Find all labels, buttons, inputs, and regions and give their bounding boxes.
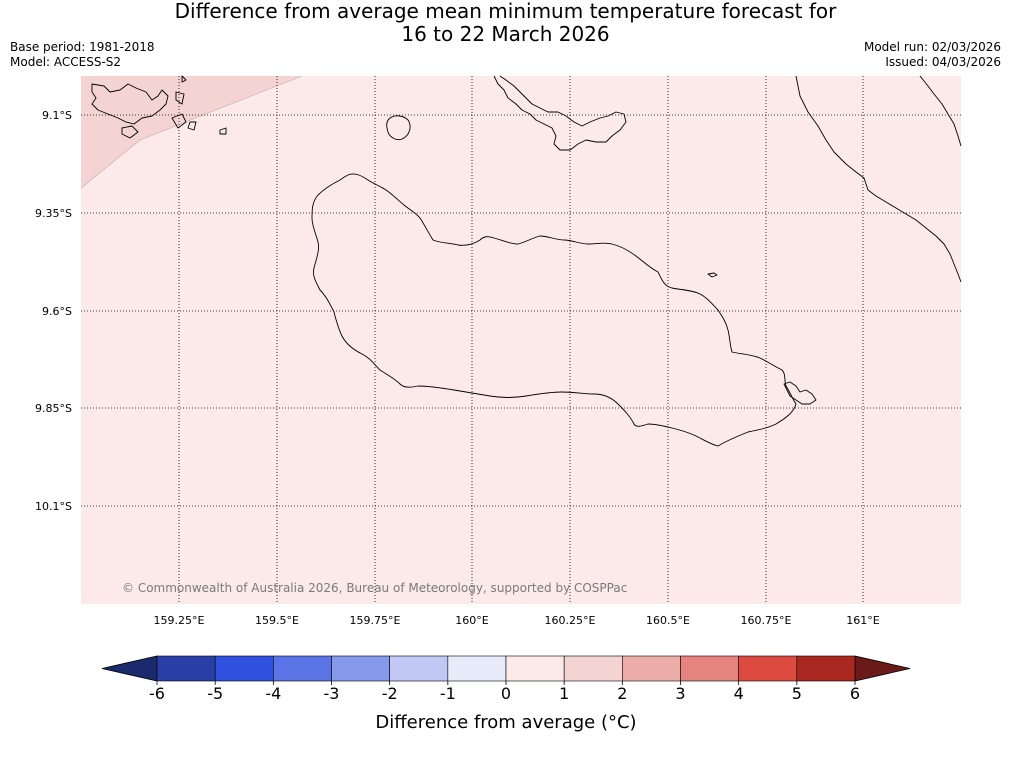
colorbar-label: 4 — [734, 684, 744, 703]
coastline-malaita — [795, 75, 962, 283]
colorbar-label: 1 — [559, 684, 569, 703]
title-line-1: Difference from average mean minimum tem… — [174, 0, 837, 23]
copyright-notice: © Commonwealth of Australia 2026, Bureau… — [122, 581, 627, 595]
colorbar-cell — [389, 655, 449, 682]
model-name: Model: ACCESS-S2 — [10, 55, 122, 69]
base-period: Base period: 1981-2018 — [10, 40, 155, 54]
lat-label: 9.6°S — [42, 305, 72, 318]
longitude-labels: 159.25°E 159.5°E 159.75°E 160°E 160.25°E… — [154, 614, 880, 627]
anomaly-region-top-left — [81, 76, 302, 188]
anomaly-region-edge — [139, 75, 303, 141]
colorbar-label: 5 — [792, 684, 802, 703]
colorbar-cell — [680, 655, 739, 682]
colorbar-label: -5 — [207, 684, 223, 703]
colorbar-cell — [505, 655, 565, 682]
coastline-malaita-north — [919, 75, 962, 147]
longitude-gridlines — [178, 76, 864, 604]
colorbar-label: -1 — [440, 684, 456, 703]
colorbar-label: 2 — [617, 684, 627, 703]
issued-date: Issued: 04/03/2026 — [885, 55, 1001, 69]
colorbar-cell — [563, 655, 623, 682]
coastlines — [91, 75, 962, 447]
map-panel — [81, 76, 961, 604]
colorbar: -6 -5 -4 -3 -2 -1 0 1 2 3 4 5 6 Difference from aver… — [101, 655, 911, 733]
colorbar-label: -2 — [382, 684, 398, 703]
colorbar-cell — [273, 655, 332, 682]
lon-label: 160.5°E — [646, 614, 690, 627]
colorbar-label: -3 — [324, 684, 340, 703]
colorbar-cell — [447, 655, 507, 682]
colorbar-cell — [622, 655, 681, 682]
colorbar-label: 3 — [675, 684, 685, 703]
coastline-russell-islet-4 — [187, 121, 197, 131]
colorbar-high-extend — [854, 655, 911, 682]
coastline-islet — [707, 272, 718, 278]
coastline-marau-islets — [783, 381, 817, 405]
coastline-russell-islet-2 — [121, 125, 139, 139]
colorbar-label: 6 — [850, 684, 860, 703]
lat-label: 10.1°S — [35, 500, 72, 513]
coastline-florida-islands — [493, 75, 627, 151]
lon-label: 160°E — [455, 614, 488, 627]
coastline-small-island — [386, 115, 411, 141]
lat-label: 9.35°S — [35, 207, 72, 220]
colorbar-cell — [214, 655, 274, 682]
colorbar-label: 0 — [501, 684, 511, 703]
lon-label: 159.5°E — [255, 614, 299, 627]
colorbar-cell — [331, 655, 390, 682]
coastline-russell-islet-1 — [175, 91, 185, 105]
colorbar-cell — [796, 655, 856, 682]
coastline-russell-islet-5 — [219, 127, 227, 135]
meta-right: Model run: 02/03/2026 Issued: 04/03/2026 — [864, 40, 1001, 70]
lon-label: 159.25°E — [154, 614, 205, 627]
latitude-labels: 9.1°S 9.35°S 9.6°S 9.85°S 10.1°S — [35, 109, 72, 513]
title-line-2: 16 to 22 March 2026 — [401, 22, 610, 46]
coastline-guadalcanal — [311, 173, 797, 447]
lon-label: 159.75°E — [350, 614, 401, 627]
meta-left: Base period: 1981-2018 Model: ACCESS-S2 — [10, 40, 155, 70]
colorbar-cell — [156, 655, 216, 682]
lon-label: 161°E — [846, 614, 879, 627]
anomaly-region-edge — [80, 139, 141, 189]
lon-label: 160.75°E — [741, 614, 792, 627]
coastline-russell-islet-6 — [181, 75, 187, 83]
coastline-russell-islands — [91, 83, 169, 125]
colorbar-label: -6 — [149, 684, 165, 703]
lat-label: 9.85°S — [35, 402, 72, 415]
model-run: Model run: 02/03/2026 — [863, 40, 1001, 54]
map-title: Difference from average mean minimum tem… — [0, 0, 1011, 46]
lon-label: 160.25°E — [545, 614, 596, 627]
colorbar-label: -4 — [265, 684, 281, 703]
colorbar-title: Difference from average (°C) — [375, 712, 636, 733]
colorbar-low-extend — [101, 655, 158, 682]
colorbar-cell — [738, 655, 798, 682]
lat-label: 9.1°S — [42, 109, 72, 122]
coastline-russell-islet-3 — [171, 113, 187, 129]
